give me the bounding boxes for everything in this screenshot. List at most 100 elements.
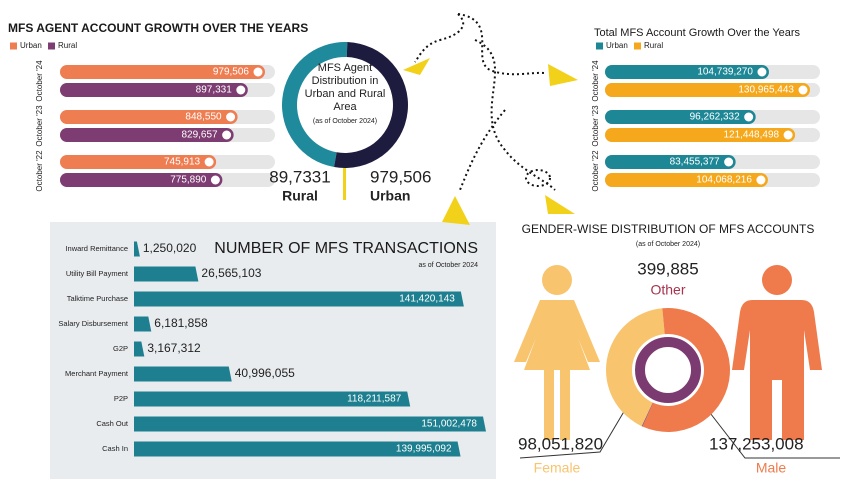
dotted-arrow — [474, 39, 556, 191]
value-label: 118,211,587 — [347, 394, 402, 405]
category-label: Talktime Purchase — [67, 294, 128, 303]
category-label: Rural — [282, 188, 318, 204]
category-label: Inward Remittance — [65, 244, 128, 253]
value-label: 40,996,055 — [235, 366, 295, 380]
legend-label: Rural — [58, 41, 77, 50]
legend-label: Urban — [20, 41, 42, 50]
value-label: 3,167,312 — [147, 341, 201, 355]
divider — [343, 164, 346, 200]
value-label: 137,253,008 — [709, 434, 804, 453]
bar — [134, 441, 461, 457]
year-label: October '24 — [591, 60, 600, 102]
bar — [605, 128, 796, 142]
bar-end — [202, 155, 216, 169]
value-label: 121,448,498 — [723, 130, 779, 141]
value-label: 6,181,858 — [154, 316, 208, 330]
donut-subtitle: (as of October 2024) — [312, 118, 378, 125]
inner-ring — [635, 337, 701, 403]
bar — [60, 173, 223, 187]
chart-title: NUMBER OF MFS TRANSACTIONS — [214, 240, 478, 257]
chart-subtitle: (as of October 2024) — [636, 241, 700, 248]
value-label: 848,550 — [185, 112, 222, 123]
arrowhead — [442, 196, 470, 225]
value-label: 151,002,478 — [421, 419, 477, 430]
donut-slice — [641, 402, 654, 427]
value-label: 979,506 — [370, 167, 431, 186]
category-label: Utility Bill Payment — [66, 269, 129, 278]
bar — [134, 341, 145, 357]
year-label: October '23 — [35, 105, 44, 147]
year-label: October '22 — [35, 150, 44, 192]
bar-end — [220, 128, 234, 142]
donut-title: MFS Agent Distribution in Urban and Rura… — [304, 62, 386, 113]
category-label: Female — [534, 460, 581, 476]
bar-end — [781, 128, 795, 142]
legend-swatch — [596, 42, 603, 50]
bar — [605, 65, 769, 79]
body — [732, 300, 822, 440]
bar — [605, 110, 756, 124]
category-label: Male — [756, 460, 787, 476]
chart-title: Total MFS Account Growth Over the Years — [594, 27, 801, 39]
donut-slice — [642, 308, 730, 433]
year-label: October '23 — [591, 105, 600, 147]
dotted-arrow — [457, 13, 546, 76]
leader-line — [519, 397, 633, 459]
bar-end — [251, 65, 265, 79]
dotted-arrows — [414, 13, 556, 191]
category-label: Urban — [370, 188, 410, 204]
legend-swatch — [634, 42, 641, 50]
year-label: October '24 — [35, 60, 44, 102]
category-label: Salary Disbursement — [58, 319, 129, 328]
head — [762, 265, 792, 295]
value-label: 139,995,092 — [396, 444, 452, 455]
category-label: Cash Out — [96, 419, 129, 428]
bar — [134, 391, 411, 407]
panel — [50, 222, 496, 479]
leader-line — [699, 399, 840, 459]
bar — [60, 155, 217, 169]
bar — [134, 316, 152, 332]
bar — [60, 128, 234, 142]
male-figure — [732, 265, 822, 440]
bar-end — [234, 83, 248, 97]
dotted-arrow — [414, 13, 465, 63]
dotted-loop — [525, 169, 551, 187]
year-label: October '22 — [591, 150, 600, 192]
bar-end — [224, 110, 238, 124]
arrowhead — [548, 64, 578, 86]
bar — [60, 110, 238, 124]
value-label: 130,965,443 — [738, 85, 794, 96]
bar — [60, 65, 265, 79]
female-figure — [514, 265, 600, 440]
value-label: 89,7331 — [269, 167, 330, 186]
value-label: 829,657 — [181, 130, 218, 141]
legend-label: Rural — [644, 41, 663, 50]
bar — [60, 83, 248, 97]
bar-end — [722, 155, 736, 169]
value-label: 83,455,377 — [670, 157, 720, 168]
value-label: 96,262,332 — [690, 112, 740, 123]
bar-end — [742, 110, 756, 124]
arrowhead — [403, 58, 430, 75]
value-label: 104,068,216 — [696, 175, 752, 186]
bar-end — [208, 173, 222, 187]
value-label: 104,739,270 — [697, 67, 753, 78]
category-label: Cash In — [102, 444, 128, 453]
arrowheads — [403, 58, 578, 225]
value-label: 26,565,103 — [201, 266, 261, 280]
leader-lines — [519, 397, 840, 459]
head — [542, 265, 572, 295]
category-label: P2P — [114, 394, 128, 403]
legend-label: Urban — [606, 41, 628, 50]
donut-slice — [334, 42, 408, 168]
value-label: 141,420,143 — [399, 294, 455, 305]
bar — [134, 416, 486, 432]
value-label: 1,250,020 — [143, 241, 197, 255]
bar-end — [754, 173, 768, 187]
donut-slice — [606, 308, 665, 427]
